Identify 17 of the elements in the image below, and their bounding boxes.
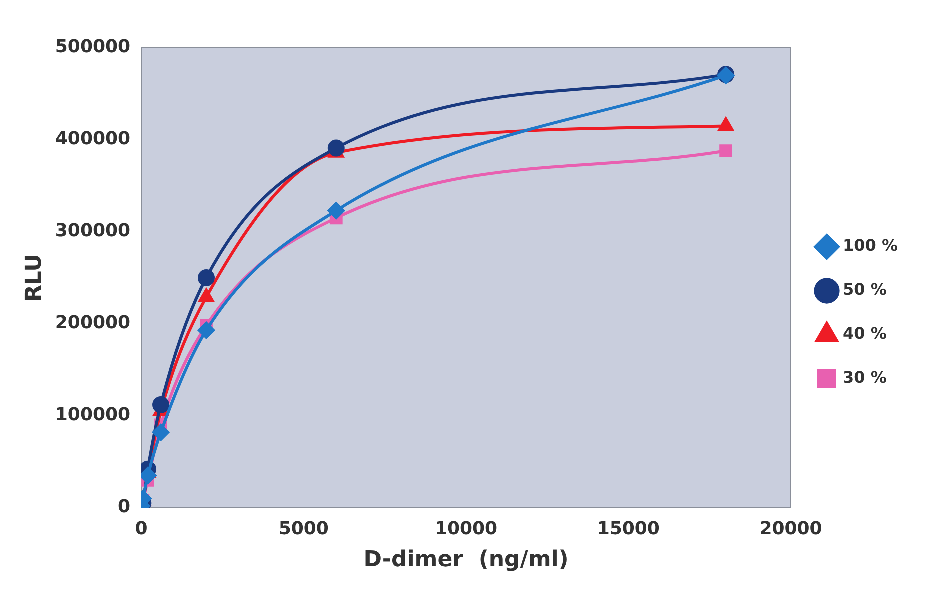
legend-label: 100 % xyxy=(843,236,898,256)
legend-label: 40 % xyxy=(843,324,887,344)
y-tick-label: 0 xyxy=(118,496,131,518)
legend-label: 50 % xyxy=(843,280,887,300)
x-tick-label: 5000 xyxy=(278,518,329,540)
x-tick-label: 0 xyxy=(135,518,148,540)
x-tick-label: 20000 xyxy=(760,518,822,540)
x-axis-title: D-dimer (ng/ml) xyxy=(364,548,569,573)
x-tick-label: 10000 xyxy=(434,518,498,540)
y-tick-label: 200000 xyxy=(55,312,131,334)
y-tick-label: 500000 xyxy=(55,36,131,58)
y-tick-label: 300000 xyxy=(55,220,131,242)
y-tick-label: 100000 xyxy=(55,404,131,426)
x-tick-label: 15000 xyxy=(597,518,660,540)
legend-label: 30 % xyxy=(843,368,887,388)
y-axis-title: RLU xyxy=(22,254,47,302)
y-tick-label: 400000 xyxy=(55,128,131,150)
